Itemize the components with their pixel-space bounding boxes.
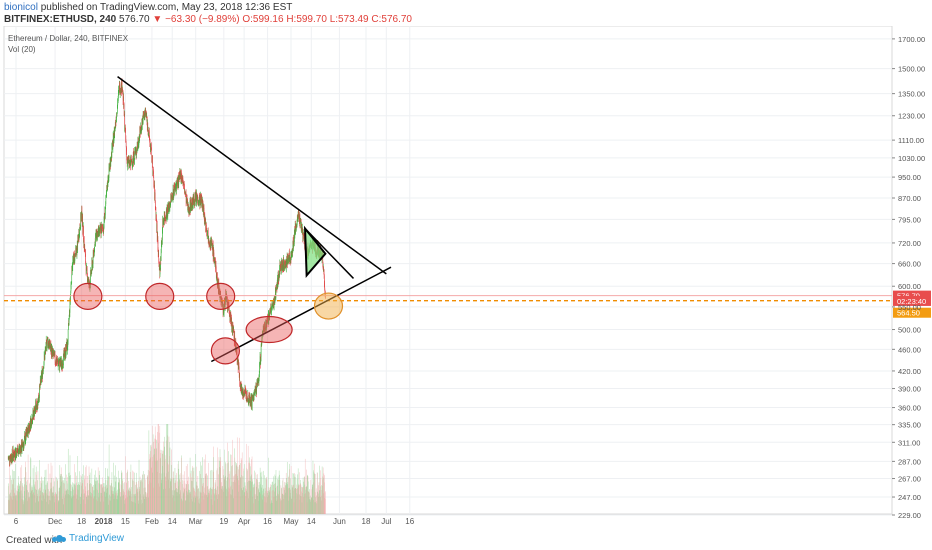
chart-header: bionicol published on TradingView.com, M… (0, 0, 932, 26)
last-price-label-box (893, 290, 931, 301)
y-tick-label: 1700.00 (898, 35, 925, 44)
x-tick-label: 14 (307, 517, 316, 526)
y-tick-label: 360.00 (898, 404, 921, 413)
x-tick-label: 16 (405, 517, 414, 526)
x-tick-label: 18 (362, 517, 371, 526)
symbol-line: BITFINEX:ETHUSD, 240 576.70 ▼ −63.30 (−9… (4, 14, 412, 25)
support-label-text: 564.50 (897, 309, 920, 318)
author-name[interactable]: bionicol (4, 2, 38, 13)
x-tick-label: Jun (333, 517, 346, 526)
x-tick-label: Mar (189, 517, 203, 526)
y-tick-label: 1110.00 (898, 136, 924, 145)
grid (3, 26, 893, 516)
close-value: C:576.70 (371, 14, 412, 25)
highlight-ellipse (206, 282, 236, 310)
y-tick-label: 229.00 (898, 511, 921, 520)
y-tick-label: 870.00 (898, 194, 921, 203)
y-tick-label: 390.00 (898, 385, 921, 394)
y-tick-label: 795.00 (898, 215, 921, 224)
x-tick-label: 15 (121, 517, 130, 526)
countdown-label-box (893, 295, 931, 306)
legend-volume: Vol (20) (8, 45, 36, 54)
y-tick-label: 500.00 (898, 326, 921, 335)
y-tick-label: 287.00 (898, 457, 921, 466)
plot-frame (3, 26, 893, 515)
trendline (210, 266, 392, 363)
y-tick-label: 660.00 (898, 260, 921, 269)
x-tick-label: 16 (263, 517, 272, 526)
publish-line: bionicol published on TradingView.com, M… (4, 2, 292, 13)
trendline (306, 229, 355, 279)
tradingview-logo-icon (52, 534, 66, 544)
countdown-label-text: 02:23:40 (897, 297, 926, 306)
highlight-ellipse (210, 337, 240, 365)
y-tick-label: 311.00 (898, 438, 920, 447)
y-tick-label: 1500.00 (898, 65, 925, 74)
y-tick-label: 1350.00 (898, 90, 925, 99)
x-tick-label: Jul (381, 517, 391, 526)
y-tick-label: 1230.00 (898, 112, 925, 121)
trendline (117, 76, 387, 275)
tradingview-brand-text: TradingView (69, 533, 125, 544)
high-value: H:599.70 (286, 14, 327, 25)
symbol-name: BITFINEX:ETHUSD, 240 (4, 14, 117, 25)
tradingview-brand[interactable]: TradingView (52, 533, 124, 544)
y-tick-label: 1030.00 (898, 154, 925, 163)
legend-title: Ethereum / Dollar, 240, BITFINEX (8, 34, 129, 43)
x-tick-label: 19 (219, 517, 228, 526)
y-tick-label: 720.00 (898, 239, 921, 248)
y-tick-label: 600.00 (898, 282, 921, 291)
x-tick-label: 18 (77, 517, 86, 526)
x-tick-label: 6 (14, 517, 19, 526)
highlight-ellipse (145, 282, 175, 310)
x-tick-label: Apr (238, 517, 251, 526)
time-axis[interactable]: 6 Dec 18 2018 15 Feb 14 Mar 19 Apr 16 May 14 Jun 18 Jul… (14, 517, 415, 526)
last-price: 576.70 (119, 14, 150, 25)
highlight-ellipse (245, 315, 293, 344)
highlight-ellipse (73, 282, 103, 310)
y-tick-label: 335.00 (898, 421, 921, 430)
drawings (73, 76, 392, 365)
y-tick-label: 550.00 (898, 303, 921, 312)
chart-legend: Ethereum / Dollar, 240, BITFINEX Vol (20… (8, 33, 128, 55)
y-tick-label: 950.00 (898, 173, 921, 182)
highlight-ellipse (313, 292, 344, 320)
support-label-box (893, 307, 931, 318)
pennant-triangle (303, 225, 327, 278)
y-tick-label: 267.00 (898, 475, 921, 484)
y-tick-label: 420.00 (898, 367, 921, 376)
x-tick-label: Dec (48, 517, 62, 526)
x-tick-label: 2018 (95, 517, 113, 526)
volume-bars (8, 424, 326, 514)
x-tick-label: 14 (168, 517, 177, 526)
y-tick-label: 247.00 (898, 493, 921, 502)
footer: Created with TradingView (0, 530, 932, 550)
candles (7, 78, 326, 467)
change-arrow-icon: ▼ (152, 14, 163, 25)
open-value: O:599.16 (242, 14, 284, 25)
low-value: L:573.49 (329, 14, 369, 25)
x-tick-label: Feb (145, 517, 159, 526)
x-tick-label: May (283, 517, 298, 526)
created-with-text: Created with (6, 535, 63, 546)
change-value: −63.30 (−9.89%) (165, 14, 240, 25)
y-tick-label: 460.00 (898, 345, 921, 354)
price-axis[interactable]: 1700.00 1500.00 1350.00 1230.00 1110.00 1030.… (892, 35, 925, 520)
publish-info: published on TradingView.com, May 23, 20… (40, 2, 293, 13)
